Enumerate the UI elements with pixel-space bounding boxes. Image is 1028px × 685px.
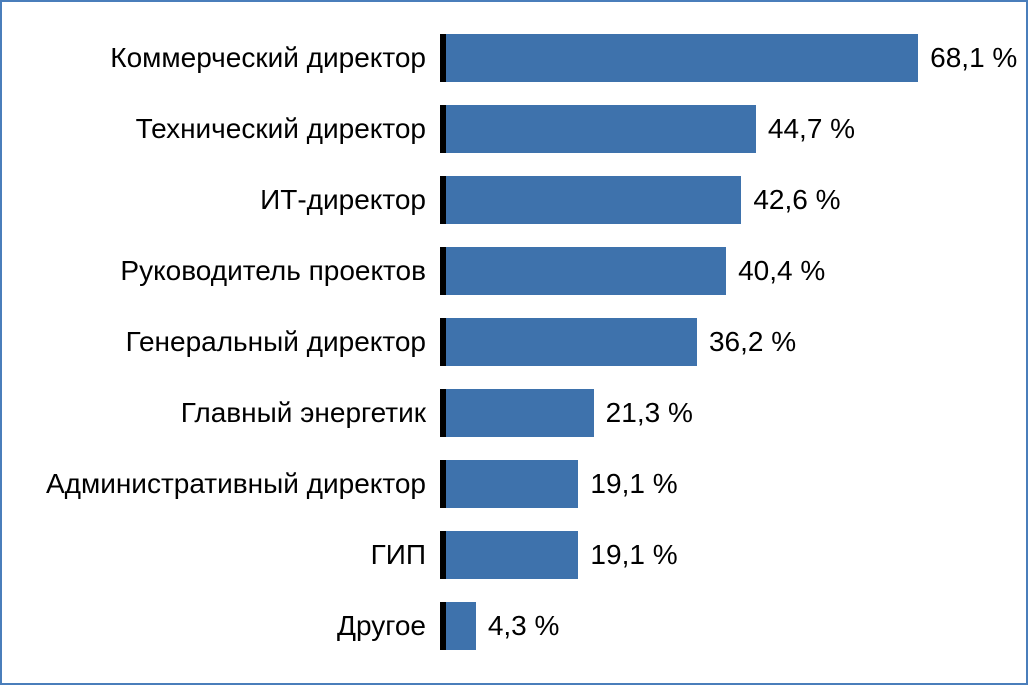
value-label: 21,3 %: [606, 397, 693, 429]
chart-row: Административный директор 19,1 %: [2, 448, 1026, 519]
value-label: 19,1 %: [590, 539, 677, 571]
bar-area: 19,1 %: [440, 519, 1026, 590]
bar: [446, 105, 756, 153]
bar-area: 42,6 %: [440, 164, 1026, 235]
chart-row: Другое 4,3 %: [2, 590, 1026, 661]
category-label: Коммерческий директор: [2, 42, 440, 74]
category-label: Административный директор: [2, 468, 440, 500]
bar: [446, 247, 726, 295]
value-label: 4,3 %: [488, 610, 560, 642]
category-label: Главный энергетик: [2, 397, 440, 429]
bar: [446, 602, 476, 650]
category-label: ГИП: [2, 539, 440, 571]
category-label: ИТ-директор: [2, 184, 440, 216]
bar-area: 40,4 %: [440, 235, 1026, 306]
bar-area: 19,1 %: [440, 448, 1026, 519]
bar: [446, 34, 918, 82]
bar: [446, 389, 594, 437]
value-label: 44,7 %: [768, 113, 855, 145]
bar: [446, 531, 578, 579]
chart-row: Коммерческий директор 68,1 %: [2, 22, 1026, 93]
value-label: 68,1 %: [930, 42, 1017, 74]
chart-frame: Коммерческий директор 68,1 % Технический д…: [0, 0, 1028, 685]
chart-row: Руководитель проектов 40,4 %: [2, 235, 1026, 306]
bar: [446, 176, 741, 224]
value-label: 42,6 %: [753, 184, 840, 216]
chart-row: Генеральный директор 36,2 %: [2, 306, 1026, 377]
chart-row: ГИП 19,1 %: [2, 519, 1026, 590]
value-label: 40,4 %: [738, 255, 825, 287]
value-label: 19,1 %: [590, 468, 677, 500]
bar: [446, 318, 697, 366]
category-label: Генеральный директор: [2, 326, 440, 358]
bar-area: 36,2 %: [440, 306, 1026, 377]
chart-row: Главный энергетик 21,3 %: [2, 377, 1026, 448]
category-label: Технический директор: [2, 113, 440, 145]
bar: [446, 460, 578, 508]
chart-row: Технический директор 44,7 %: [2, 93, 1026, 164]
bar-area: 4,3 %: [440, 590, 1026, 661]
bar-area: 68,1 %: [440, 22, 1026, 93]
category-label: Руководитель проектов: [2, 255, 440, 287]
chart-row: ИТ-директор 42,6 %: [2, 164, 1026, 235]
category-label: Другое: [2, 610, 440, 642]
bar-area: 21,3 %: [440, 377, 1026, 448]
value-label: 36,2 %: [709, 326, 796, 358]
bar-area: 44,7 %: [440, 93, 1026, 164]
